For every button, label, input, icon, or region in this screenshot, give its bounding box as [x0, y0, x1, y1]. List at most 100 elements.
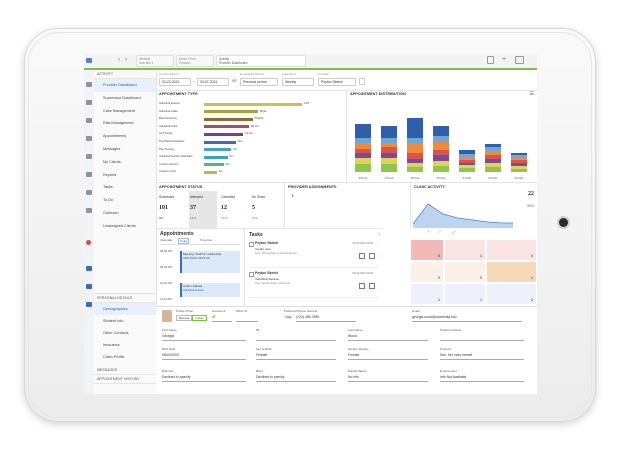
stack-segment	[381, 143, 397, 147]
risk-cell[interactable]	[410, 283, 444, 305]
mo-icon[interactable]	[86, 284, 92, 289]
forward-arrow-icon[interactable]: ›	[125, 57, 127, 63]
last-name-field[interactable]: Wood	[348, 333, 428, 341]
first-name-field[interactable]: Georgia	[162, 333, 246, 341]
compared-period-select[interactable]: Previous period	[240, 78, 278, 86]
sidebar-item[interactable]: Risk Management	[103, 121, 134, 126]
prev-arrow-icon[interactable]: ‹	[428, 229, 430, 235]
sidebar-item[interactable]: Supervisor Dashboard	[103, 95, 141, 100]
tab-tomorrow[interactable]: Tomorrow	[200, 238, 213, 242]
race-select[interactable]: Declined to specify	[256, 374, 336, 382]
share-icon[interactable]	[487, 56, 494, 64]
edit-icon[interactable]	[359, 283, 365, 289]
info-icon[interactable]: ℹ	[292, 193, 294, 198]
birth-date-label: Birth Date	[162, 347, 176, 351]
nav-doc-icon[interactable]	[86, 154, 92, 159]
sidebar-item[interactable]: Provider Dashboard	[94, 79, 156, 92]
sidebar-item[interactable]: Messages	[103, 146, 121, 151]
task-item[interactable]: Peyton Sketch Individual Session Type: Ses…	[249, 271, 379, 298]
nav-folder-icon[interactable]	[86, 190, 92, 195]
nav-mail-icon[interactable]	[86, 172, 92, 177]
sidebar-item[interactable]: To Do	[103, 198, 113, 203]
date-to-field[interactable]: 03-07-2021	[197, 78, 229, 86]
sidebar-item[interactable]: My Clients	[103, 159, 121, 164]
gender-select[interactable]: Female	[348, 352, 428, 360]
sex-label: Sex at Birth	[256, 347, 272, 351]
task-checkbox[interactable]	[249, 242, 254, 247]
frequency-select[interactable]: Weekly	[282, 78, 314, 86]
menu-icon[interactable]: ☰	[529, 91, 534, 97]
profile-icon[interactable]	[86, 266, 92, 271]
phone-field[interactable]: (123) 456-7890	[296, 314, 356, 322]
nav-calendar-icon[interactable]	[86, 100, 92, 105]
phone-type-select[interactable]: Cell	[284, 315, 293, 319]
mi-field[interactable]	[256, 333, 336, 341]
next-arrow-icon[interactable]: ›	[439, 229, 441, 235]
personal-details-header[interactable]: PERSONAL DETAILS	[94, 294, 156, 303]
nav-settings-icon[interactable]	[86, 208, 92, 213]
appointment-event[interactable]: Amber Dakota Individual Session	[180, 283, 240, 297]
task-checkbox[interactable]	[249, 272, 254, 277]
task-item[interactable]: Peyton Sketch Create note Type: Clinical S…	[249, 241, 379, 268]
tabs-overview-icon[interactable]	[515, 56, 524, 64]
sex-select[interactable]: Female	[256, 352, 336, 360]
nav-list-icon[interactable]	[86, 136, 92, 141]
sidebar-item[interactable]: Appointments	[103, 134, 127, 139]
add-tab-icon[interactable]: +	[502, 56, 507, 63]
risk-cell[interactable]	[410, 261, 444, 283]
browser-tab-1[interactable]: Website Sub-title 1	[136, 55, 174, 67]
browser-tab-2[interactable]: Ameo Front Provider	[176, 55, 214, 67]
sidebar-item[interactable]: Reports	[103, 172, 117, 177]
phone-label: Preferred Phone Number	[284, 309, 318, 313]
risk-cell[interactable]	[486, 239, 537, 261]
calendar-icon[interactable]	[369, 253, 375, 259]
personal-details-item[interactable]: Insurance	[103, 343, 120, 347]
remove-button[interactable]: Remove	[176, 315, 193, 321]
risk-cell[interactable]	[444, 283, 486, 305]
risk-cell[interactable]	[486, 261, 537, 283]
update-button[interactable]: Update	[192, 315, 208, 321]
sidebar-item[interactable]: Tasks	[103, 185, 113, 190]
personal-details-item[interactable]: Demographics	[94, 303, 156, 315]
tab-title: Activity	[219, 57, 230, 61]
appointment-history-header[interactable]: APPOINTMENT HISTORY	[94, 375, 156, 384]
sidebar-item[interactable]: Case Management	[103, 108, 136, 113]
alert-icon[interactable]	[86, 240, 91, 245]
risk-cell[interactable]	[410, 239, 444, 261]
expand-icon[interactable]: ⤢	[452, 230, 456, 235]
back-arrow-icon[interactable]: ‹	[118, 57, 120, 63]
appointment-event[interactable]: Meeting, Staff Or Leadership INDIVIDUAL …	[180, 251, 240, 273]
risk-cell[interactable]	[444, 239, 486, 261]
email-field[interactable]: georgia.wood@university.edu	[412, 314, 522, 322]
filter-icon[interactable]: ▾	[378, 232, 380, 236]
nav-dashboard-icon[interactable]	[86, 82, 92, 87]
personal-details-item[interactable]: Claim Profile	[103, 355, 125, 359]
sidebar-item[interactable]: Unassigned Clients	[103, 223, 136, 228]
personal-details-item[interactable]: Student Info	[103, 319, 124, 323]
nav-chart-icon[interactable]	[86, 118, 92, 123]
browser-tab-3[interactable]: Activity Provider Dashboard	[216, 55, 306, 67]
edit-icon[interactable]	[359, 253, 365, 259]
other-id-field[interactable]	[236, 314, 258, 322]
date-from-field[interactable]: 02-23-2021	[159, 78, 191, 86]
ethnicity-select[interactable]: Declined to specify	[162, 374, 246, 382]
account-field[interactable]: 47	[212, 314, 232, 322]
risk-cell[interactable]	[486, 283, 537, 305]
calendar-icon[interactable]	[369, 283, 375, 289]
birth-date-field[interactable]: 08/22/2003	[162, 352, 246, 360]
employment-select[interactable]: Info Not Available	[440, 374, 524, 382]
preferred-name-field[interactable]	[440, 333, 524, 341]
history-icon[interactable]	[86, 302, 92, 307]
tab-yesterday[interactable]: Yesterday	[160, 238, 173, 242]
provider-select[interactable]: Peyton Sketch	[318, 78, 356, 86]
users-icon[interactable]	[86, 58, 92, 63]
sidebar-item[interactable]: Outreach	[103, 210, 119, 215]
refresh-icon[interactable]	[359, 78, 365, 85]
pronoun-select[interactable]: She, her, hers herself	[440, 352, 524, 360]
messages-header[interactable]: MESSAGES	[94, 366, 156, 375]
personal-details-item[interactable]: Other Contacts	[103, 331, 129, 335]
appointments-panel: Appointments Yesterday Today Tomorrow 08…	[156, 228, 244, 307]
marital-select[interactable]: No Info	[348, 374, 428, 382]
tab-today[interactable]: Today	[178, 238, 190, 244]
risk-cell[interactable]	[444, 261, 486, 283]
